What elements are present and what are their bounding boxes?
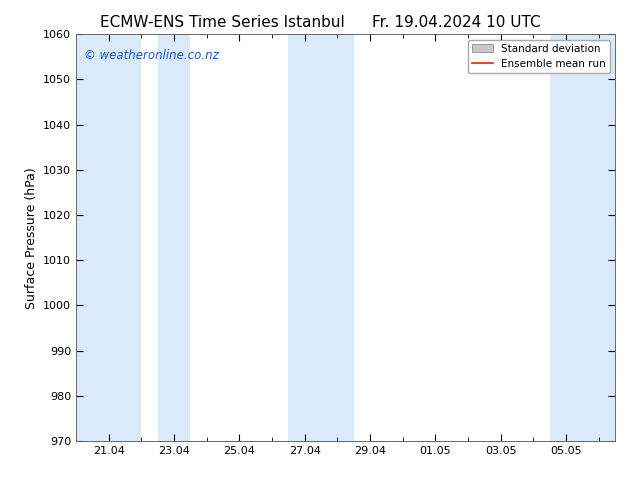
Bar bbox=[76, 34, 141, 441]
Text: ECMW-ENS Time Series Istanbul: ECMW-ENS Time Series Istanbul bbox=[100, 15, 344, 30]
Text: Fr. 19.04.2024 10 UTC: Fr. 19.04.2024 10 UTC bbox=[372, 15, 541, 30]
Bar bbox=[288, 34, 354, 441]
Bar bbox=[158, 34, 190, 441]
Text: © weatheronline.co.nz: © weatheronline.co.nz bbox=[84, 49, 219, 62]
Legend: Standard deviation, Ensemble mean run: Standard deviation, Ensemble mean run bbox=[467, 40, 610, 73]
Y-axis label: Surface Pressure (hPa): Surface Pressure (hPa) bbox=[25, 167, 37, 309]
Bar bbox=[550, 34, 615, 441]
